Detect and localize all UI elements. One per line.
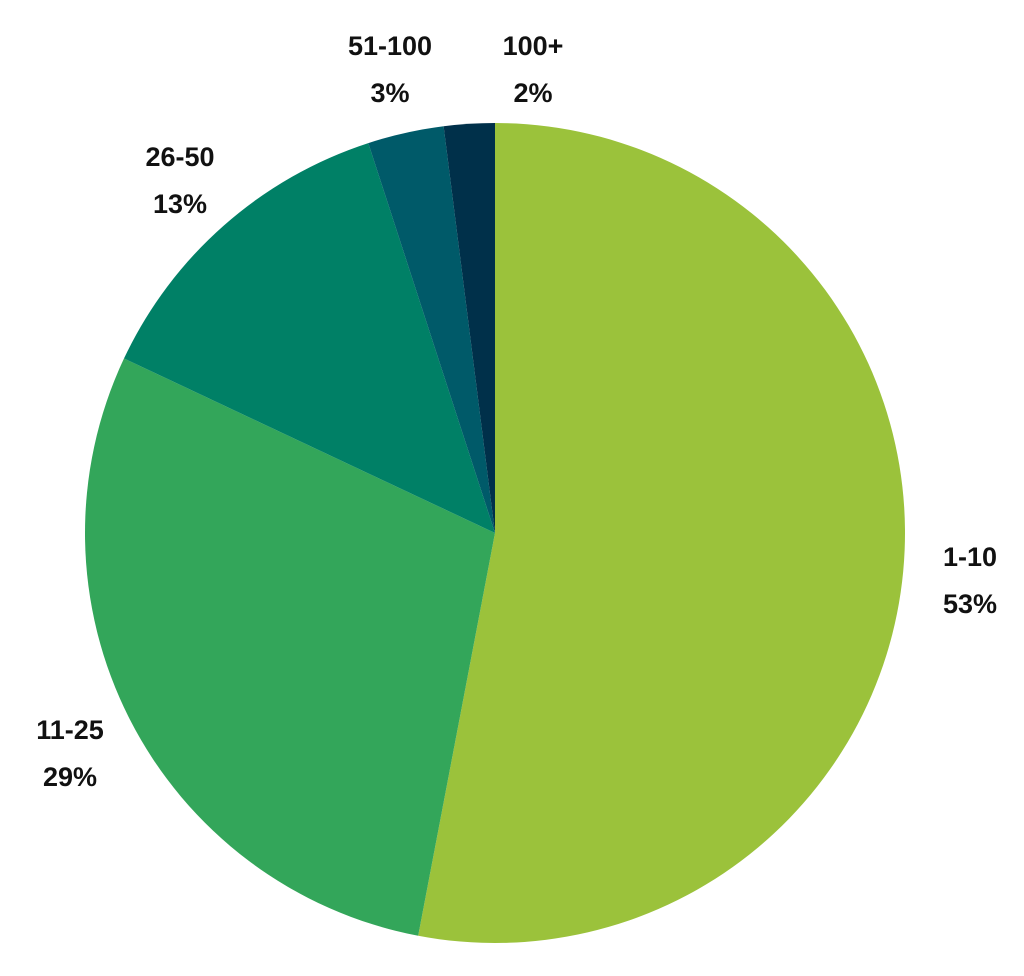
pie-labels: 1-10 53% 11-25 29% 26-50 13% 51-100 3% 100+ 2% xyxy=(36,31,997,792)
slice-value-label-11-25: 29% xyxy=(43,762,97,792)
slice-label-100+: 100+ xyxy=(503,31,564,61)
slice-value-label-51-100: 3% xyxy=(370,78,409,108)
pie-slice-26-50 xyxy=(124,143,496,533)
pie-slice-100+ xyxy=(443,123,495,533)
pie-slice-11-25 xyxy=(84,358,496,936)
slice-value-label-1-10: 53% xyxy=(943,589,997,619)
pie-slice-1-10 xyxy=(418,123,905,943)
slice-label-26-50: 26-50 xyxy=(145,142,214,172)
slice-value-label-26-50: 13% xyxy=(153,189,207,219)
pie-slices xyxy=(84,123,905,943)
slice-label-11-25: 11-25 xyxy=(36,715,104,745)
slice-label-51-100: 51-100 xyxy=(348,31,432,61)
slice-value-label-100+: 2% xyxy=(513,78,552,108)
pie-slice-51-100 xyxy=(368,126,495,533)
slice-label-1-10: 1-10 xyxy=(943,542,997,572)
